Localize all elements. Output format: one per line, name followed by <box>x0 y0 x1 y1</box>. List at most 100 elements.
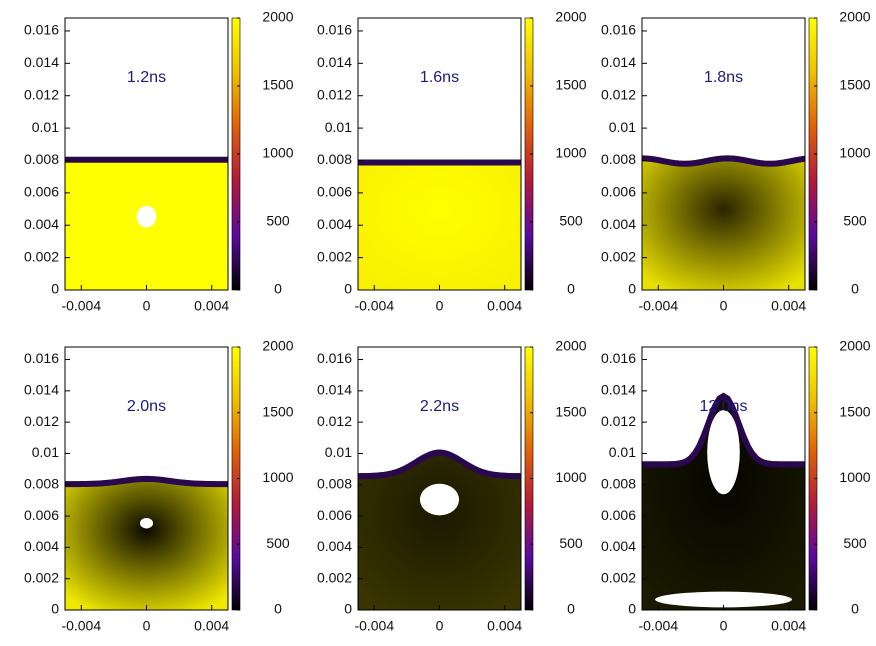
y-tick-label: 0.006 <box>24 507 59 523</box>
colorbar-tick-label: 1000 <box>262 469 293 485</box>
y-tick-label: 0.01 <box>609 119 636 135</box>
y-tick-label: 0 <box>344 601 352 617</box>
x-tick-label: -0.004 <box>354 298 394 314</box>
y-tick-label: 0.002 <box>317 569 352 585</box>
y-tick-label: 0.008 <box>317 475 352 491</box>
y-tick-label: 0.004 <box>317 538 352 554</box>
colorbar-tick-label: 1000 <box>262 145 293 161</box>
annotation: 2.2ns <box>420 398 459 415</box>
x-tick-label: -0.004 <box>354 618 394 634</box>
colorbar-tick-label: 2000 <box>262 338 293 354</box>
x-tick-label: 0 <box>143 298 151 314</box>
y-tick-label: 0.016 <box>317 350 352 366</box>
void <box>655 591 792 608</box>
y-tick-label: 0.004 <box>601 216 636 232</box>
y-tick-label: 0.006 <box>601 507 636 523</box>
colorbar-tick-label: 1500 <box>839 403 870 419</box>
annotation: 12.0ns <box>699 398 747 415</box>
colorbar-tick-label: 1500 <box>839 77 870 93</box>
y-tick-label: 0.01 <box>609 444 636 460</box>
y-tick-label: 0.006 <box>317 507 352 523</box>
y-tick-label: 0 <box>51 601 59 617</box>
y-tick-label: 0.012 <box>24 413 59 429</box>
x-tick-label: 0.004 <box>487 618 522 634</box>
colorbar-tick-label: 2000 <box>262 9 293 25</box>
colorbar-tick-label: 1500 <box>262 403 293 419</box>
colorbar-tick-label: 1000 <box>839 145 870 161</box>
y-tick-label: 0.002 <box>317 248 352 264</box>
y-tick-label: 0.006 <box>601 184 636 200</box>
void <box>136 205 157 228</box>
colorbar-tick-label: 2000 <box>839 338 870 354</box>
y-tick-label: 0.016 <box>317 22 352 38</box>
annotation: 1.6ns <box>420 69 459 86</box>
colorbar-tick-label: 500 <box>266 535 290 551</box>
annotation: 2.0ns <box>127 398 166 415</box>
y-tick-label: 0.01 <box>32 444 59 460</box>
colorbar-tick-label: 0 <box>274 601 282 617</box>
y-tick-label: 0.004 <box>24 538 59 554</box>
y-tick-label: 0.016 <box>24 22 59 38</box>
y-tick-label: 0.004 <box>317 216 352 232</box>
y-tick-label: 0.006 <box>317 184 352 200</box>
field <box>358 159 521 290</box>
x-tick-label: 0.004 <box>771 298 806 314</box>
y-tick-label: 0.012 <box>601 413 636 429</box>
y-tick-label: 0.01 <box>32 119 59 135</box>
surface-band <box>357 449 522 480</box>
colorbar-tick-label: 0 <box>851 601 859 617</box>
y-tick-label: 0.012 <box>317 86 352 102</box>
panel: 0 0.002 0.004 0.006 0.008 0.01 0.012 0.014 0.016… <box>24 9 294 314</box>
y-tick-label: 0.014 <box>317 54 352 70</box>
y-tick-label: 0.008 <box>24 475 59 491</box>
colorbar-tick-label: 0 <box>851 281 859 297</box>
colorbar-tick-label: 500 <box>559 213 583 229</box>
y-tick-label: 0.002 <box>24 248 59 264</box>
x-tick-label: -0.004 <box>638 298 678 314</box>
y-tick-label: 0.014 <box>317 382 352 398</box>
colorbar-tick-label: 500 <box>843 535 867 551</box>
x-tick-label: -0.004 <box>61 298 101 314</box>
colorbar-tick-label: 500 <box>559 535 583 551</box>
panel: 0 0.002 0.004 0.006 0.008 0.01 0.012 0.014 0.016… <box>317 9 587 314</box>
field <box>358 449 521 610</box>
annotation: 1.2ns <box>127 69 166 86</box>
y-tick-label: 0.008 <box>601 151 636 167</box>
x-tick-label: 0.004 <box>194 298 229 314</box>
y-tick-label: 0.002 <box>24 569 59 585</box>
y-tick-label: 0.012 <box>601 86 636 102</box>
y-tick-label: 0.014 <box>24 382 59 398</box>
x-tick-label: -0.004 <box>638 618 678 634</box>
annotation: 1.8ns <box>704 69 743 86</box>
y-tick-label: 0.016 <box>24 350 59 366</box>
field <box>642 155 805 290</box>
surface-band <box>64 475 229 488</box>
colorbar-tick-label: 2000 <box>555 9 586 25</box>
x-tick-label: 0 <box>720 298 728 314</box>
y-tick-label: 0.008 <box>317 151 352 167</box>
x-tick-label: 0.004 <box>194 618 229 634</box>
y-tick-label: 0.016 <box>601 350 636 366</box>
y-tick-label: 0.006 <box>24 184 59 200</box>
x-tick-label: 0.004 <box>771 618 806 634</box>
y-tick-label: 0.008 <box>601 475 636 491</box>
x-tick-label: 0 <box>436 618 444 634</box>
y-tick-label: 0.01 <box>325 444 352 460</box>
y-tick-label: 0 <box>51 281 59 297</box>
y-tick-label: 0 <box>628 281 636 297</box>
colorbar-tick-label: 500 <box>843 213 867 229</box>
void <box>139 517 154 529</box>
x-tick-label: 0 <box>143 618 151 634</box>
panel: 0 0.002 0.004 0.006 0.008 0.01 0.012 0.014 0.016… <box>317 338 587 634</box>
colorbar-tick-label: 1500 <box>555 403 586 419</box>
panel: 0 0.002 0.004 0.006 0.008 0.01 0.012 0.014 0.016… <box>601 9 871 314</box>
colorbar-tick-label: 500 <box>266 213 290 229</box>
panel: 0 0.002 0.004 0.006 0.008 0.01 0.012 0.014 0.016… <box>24 338 294 634</box>
colorbar-tick-label: 2000 <box>839 9 870 25</box>
x-tick-label: 0.004 <box>487 298 522 314</box>
colorbar-tick-label: 0 <box>567 281 575 297</box>
void <box>419 483 460 516</box>
y-tick-label: 0.012 <box>24 86 59 102</box>
x-tick-label: -0.004 <box>61 618 101 634</box>
